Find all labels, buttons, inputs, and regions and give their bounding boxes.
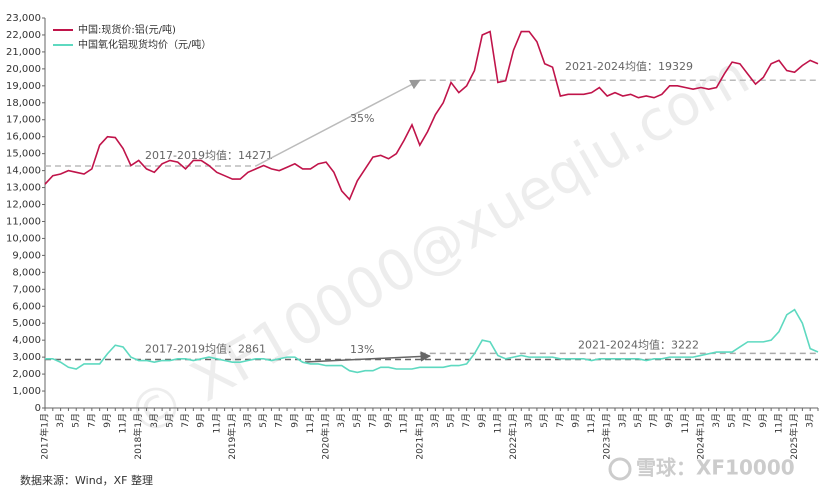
source-note: 数据来源：Wind，XF 整理 (20, 473, 153, 487)
x-tick-label: 11月 (211, 413, 222, 433)
y-tick-label: 18,000 (6, 98, 41, 109)
y-tick-label: 9,000 (12, 250, 41, 261)
x-tick-label: 7月 (555, 413, 566, 428)
y-tick-label: 13,000 (6, 183, 41, 194)
y-tick-label: 8,000 (12, 267, 41, 278)
reference-label: 2021-2024均值：19329 (565, 60, 693, 73)
legend-label: 中国氧化铝现货均价（元/吨） (78, 38, 211, 51)
legend-label: 中国:现货价:铝(元/吨) (78, 23, 176, 36)
x-tick-label: 5月 (164, 413, 175, 428)
x-tick-label: 5月 (633, 413, 644, 428)
reference-label: 2021-2024均值：3222 (578, 338, 699, 351)
x-tick-label: 2022年1月 (507, 413, 519, 460)
y-tick-label: 7,000 (12, 284, 41, 295)
x-tick-label: 9月 (570, 413, 581, 428)
y-tick-label: 4,000 (12, 335, 41, 346)
x-tick-label: 9月 (196, 413, 207, 428)
x-tick-label: 7月 (86, 413, 97, 428)
y-tick-label: 0 (35, 403, 41, 414)
x-tick-label: 9月 (102, 413, 113, 428)
x-tick-label: 11月 (586, 413, 597, 433)
x-tick-label: 5月 (352, 413, 363, 428)
x-tick-label: 5月 (539, 413, 550, 428)
x-tick-label: 2024年1月 (694, 413, 706, 460)
x-tick-label: 2025年1月 (788, 413, 800, 460)
y-tick-label: 20,000 (6, 64, 41, 75)
x-tick-label: 7月 (742, 413, 753, 428)
x-tick-label: 11月 (118, 413, 129, 433)
x-tick-label: 3月 (524, 413, 535, 428)
y-tick-label: 17,000 (6, 115, 41, 126)
x-tick-label: 2021年1月 (413, 413, 425, 460)
x-tick-label: 9月 (383, 413, 394, 428)
series-line (45, 308, 819, 374)
y-tick-label: 5,000 (12, 318, 41, 329)
y-tick-label: 16,000 (6, 132, 41, 143)
x-tick-label: 11月 (680, 413, 691, 433)
brand-logo (608, 457, 632, 481)
y-tick-label: 6,000 (12, 301, 41, 312)
arrow (255, 79, 421, 167)
x-tick-label: 11月 (305, 413, 316, 433)
x-tick-label: 3月 (149, 413, 160, 428)
y-tick-label: 2,000 (12, 369, 41, 380)
x-tick-label: 3月 (711, 413, 722, 428)
y-tick-label: 15,000 (6, 149, 41, 160)
x-tick-label: 2017年1月 (39, 413, 51, 460)
x-tick-label: 3月 (243, 413, 254, 428)
y-tick-label: 21,000 (6, 47, 41, 58)
x-tick-label: 3月 (430, 413, 441, 428)
x-tick-label: 7月 (649, 413, 660, 428)
x-tick-label: 5月 (258, 413, 269, 428)
x-tick-label: 3月 (55, 413, 66, 428)
x-tick-label: 9月 (758, 413, 769, 428)
x-tick-label: 5月 (446, 413, 457, 428)
x-tick-label: 11月 (399, 413, 410, 433)
y-tick-label: 14,000 (6, 166, 41, 177)
y-tick-label: 1,000 (12, 386, 41, 397)
x-tick-label: 9月 (289, 413, 300, 428)
x-tick-label: 3月 (336, 413, 347, 428)
x-tick-label: 7月 (461, 413, 472, 428)
x-tick-label: 2019年1月 (226, 413, 238, 460)
annotation: 35% (350, 112, 374, 125)
reference-label: 2017-2019均值：2861 (145, 342, 266, 355)
x-tick-label: 11月 (492, 413, 503, 433)
y-tick-label: 3,000 (12, 352, 41, 363)
arrow (304, 351, 432, 363)
x-tick-label: 7月 (367, 413, 378, 428)
y-tick-label: 11,000 (6, 216, 41, 227)
x-tick-label: 9月 (664, 413, 675, 428)
series-line (44, 30, 819, 201)
brand: 雪球：XF10000 (636, 456, 795, 480)
x-tick-label: 3月 (617, 413, 628, 428)
x-tick-label: 2023年1月 (601, 413, 613, 460)
x-tick-label: 5月 (727, 413, 738, 428)
y-tick-label: 19,000 (6, 81, 41, 92)
x-tick-label: 3月 (805, 413, 816, 428)
reference-label: 2017-2019均值：14271 (145, 149, 273, 162)
x-tick-label: 11月 (773, 413, 784, 433)
watermark: © XF10000@xueqiu.com (117, 43, 761, 452)
x-tick-label: 9月 (477, 413, 488, 428)
annotation: 13% (350, 343, 374, 356)
y-tick-label: 23,000 (6, 13, 41, 24)
x-tick-label: 7月 (274, 413, 285, 428)
y-tick-label: 10,000 (6, 233, 41, 244)
x-tick-label: 7月 (180, 413, 191, 428)
x-tick-label: 2018年1月 (132, 413, 144, 460)
y-tick-label: 12,000 (6, 200, 41, 211)
x-tick-label: 5月 (71, 413, 82, 428)
x-tick-label: 2020年1月 (320, 413, 332, 460)
y-tick-label: 22,000 (6, 30, 41, 41)
